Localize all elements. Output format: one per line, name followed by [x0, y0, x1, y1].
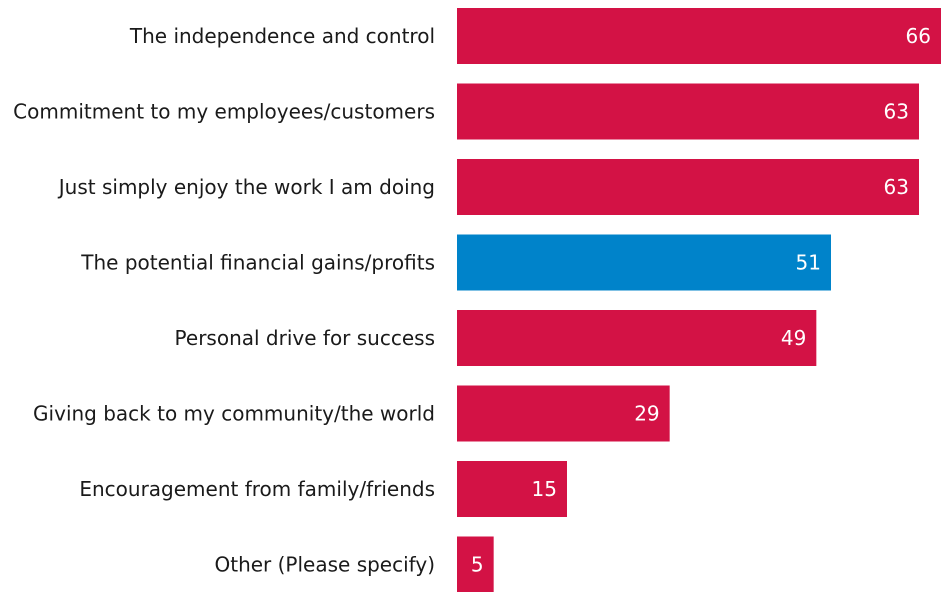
category-label-8: Other (Please specify)	[214, 553, 435, 577]
value-label-3: 63	[884, 175, 909, 199]
value-label-2: 63	[884, 100, 909, 124]
bar-4	[457, 234, 831, 291]
value-label-6: 29	[634, 402, 659, 426]
category-label-5: Personal drive for success	[175, 326, 435, 350]
bar-8	[457, 536, 494, 592]
category-label-3: Just simply enjoy the work I am doing	[57, 175, 435, 199]
bar-6	[457, 385, 670, 442]
bar-3	[457, 159, 919, 215]
value-label-4: 51	[796, 251, 821, 275]
bar-5	[457, 310, 817, 366]
category-label-4: The potential financial gains/profits	[80, 251, 435, 275]
category-label-2: Commitment to my employees/customers	[13, 100, 435, 124]
bars-group: The independence and control 66 Commitment…	[13, 8, 941, 592]
value-label-8: 5	[471, 553, 484, 577]
value-label-7: 15	[532, 477, 557, 501]
category-label-7: Encouragement from family/friends	[79, 477, 435, 501]
category-label-1: The independence and control	[129, 24, 435, 48]
bar-2	[457, 83, 919, 140]
value-label-1: 66	[906, 24, 931, 48]
bar-7	[457, 461, 567, 517]
bar-1	[457, 8, 941, 64]
category-label-6: Giving back to my community/the world	[33, 402, 435, 426]
value-label-5: 49	[781, 326, 806, 350]
